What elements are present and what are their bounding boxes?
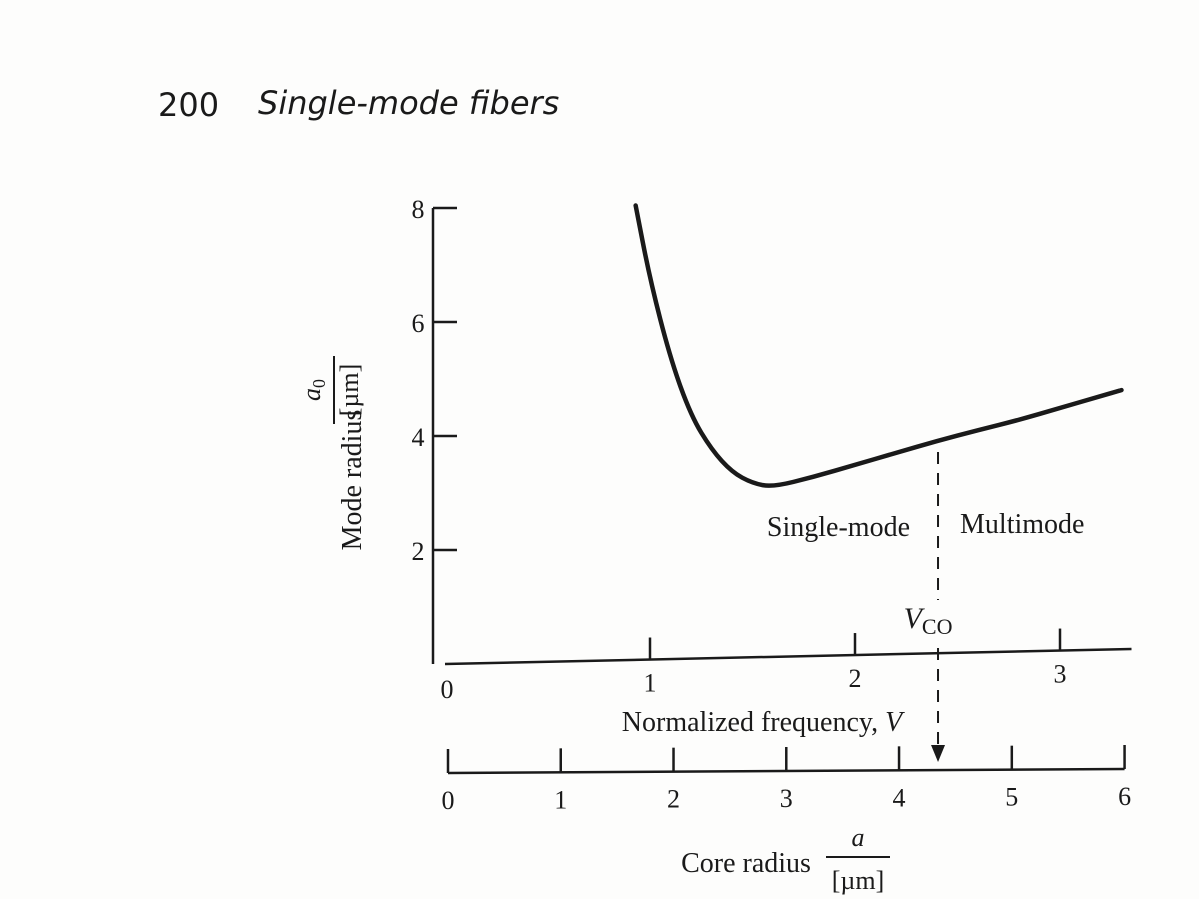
y-axis-fraction-denominator: [µm] xyxy=(335,364,364,417)
y-tick-label: 2 xyxy=(412,537,425,566)
y-axis-fraction-numerator-var: a xyxy=(297,388,326,401)
x-tick-label: 3 xyxy=(1054,660,1067,689)
secondary-axis-title: Core radius xyxy=(681,848,811,879)
secondary-tick-label: 4 xyxy=(893,783,906,812)
secondary-tick-label: 2 xyxy=(667,785,680,814)
y-tick-label: 4 xyxy=(412,423,425,452)
x-tick-label: 1 xyxy=(644,669,657,698)
x-axis-line xyxy=(444,647,1132,666)
cutoff-arrowhead xyxy=(931,745,946,762)
running-head: Single-mode fibers xyxy=(258,84,560,122)
secondary-tick-label: 3 xyxy=(780,784,793,813)
axes xyxy=(431,208,1132,775)
secondary-axis-fraction-numerator: a xyxy=(852,823,865,852)
cutoff-label: VCO xyxy=(904,602,953,639)
secondary-tick-label: 0 xyxy=(442,786,455,815)
secondary-axis-fraction-denominator: [µm] xyxy=(832,866,885,895)
secondary-tick-label: 1 xyxy=(554,785,567,814)
x-origin-label: 0 xyxy=(441,675,454,704)
secondary-tick-label: 6 xyxy=(1118,782,1131,811)
secondary-tick-label: 5 xyxy=(1005,783,1018,812)
y-tick-label: 6 xyxy=(412,309,425,338)
cutoff-label-subscript: CO xyxy=(922,614,953,639)
cutoff-label-var: V xyxy=(904,602,926,635)
y-axis-fraction-numerator-subscript: 0 xyxy=(309,379,329,388)
y-tick-label: 8 xyxy=(412,195,425,224)
mode-radius-curve xyxy=(633,203,1124,488)
cutoff-group: VCO xyxy=(904,452,953,762)
page-number: 200 xyxy=(158,86,220,124)
multimode-annotation: Multimode xyxy=(960,509,1084,540)
x-axis-title-var: V xyxy=(885,707,905,738)
curve-group xyxy=(633,203,1124,488)
labels-group: Single-mode Multimode Normalized frequency… xyxy=(297,356,1084,895)
ticks: 2 4 6 8 1 2 3 0 0 1 2 3 4 5 6 xyxy=(412,195,1132,815)
x-tick-label: 2 xyxy=(849,664,862,693)
y-axis-title: Mode radius xyxy=(337,410,368,551)
y-axis-fraction-numerator: a0 xyxy=(297,379,329,401)
x-axis-title: Normalized frequency, V xyxy=(622,707,905,738)
single-mode-annotation: Single-mode xyxy=(767,512,910,543)
